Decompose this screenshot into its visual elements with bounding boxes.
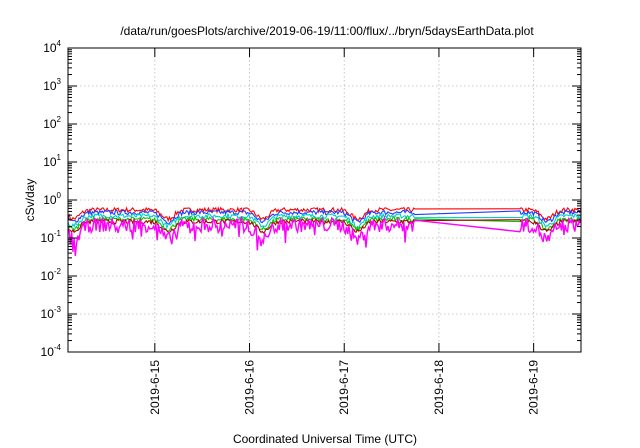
x-tick-label: 2019-6-18 [432, 360, 446, 415]
y-tick-label: 104 [43, 39, 61, 55]
series-line [67, 215, 582, 233]
y-axis-label: cSv/day [23, 179, 37, 222]
y-axis: 10-4 10-3 10-2 10-1 100 101 102 103 104 [41, 39, 581, 359]
y-tick-label: 10-3 [41, 305, 62, 321]
series-line [67, 206, 582, 223]
x-axis: 2019-6-15 2019-6-16 2019-6-17 2019-6-18 2019… [148, 48, 541, 415]
x-tick-label: 2019-6-19 [527, 360, 541, 415]
chart-title: /data/run/goesPlots/archive/2019-06-19/1… [120, 24, 534, 38]
y-tick-label: 102 [43, 115, 61, 131]
grid [68, 48, 581, 352]
series-line [67, 212, 582, 230]
series-line [67, 217, 582, 234]
y-tick-label: 100 [43, 191, 61, 207]
series-group [67, 206, 582, 257]
y-tick-label: 10-1 [41, 229, 62, 245]
series-line [67, 208, 582, 225]
y-tick-label: 101 [43, 153, 61, 169]
y-tick-label: 10-2 [41, 267, 62, 283]
series-line [67, 215, 582, 257]
x-tick-label: 2019-6-17 [337, 360, 351, 415]
x-axis-label: Coordinated Universal Time (UTC) [233, 432, 417, 446]
x-tick-label: 2019-6-16 [243, 360, 257, 415]
y-tick-label: 103 [43, 77, 61, 93]
x-tick-label: 2019-6-15 [148, 360, 162, 415]
y-tick-label: 10-4 [41, 343, 62, 359]
